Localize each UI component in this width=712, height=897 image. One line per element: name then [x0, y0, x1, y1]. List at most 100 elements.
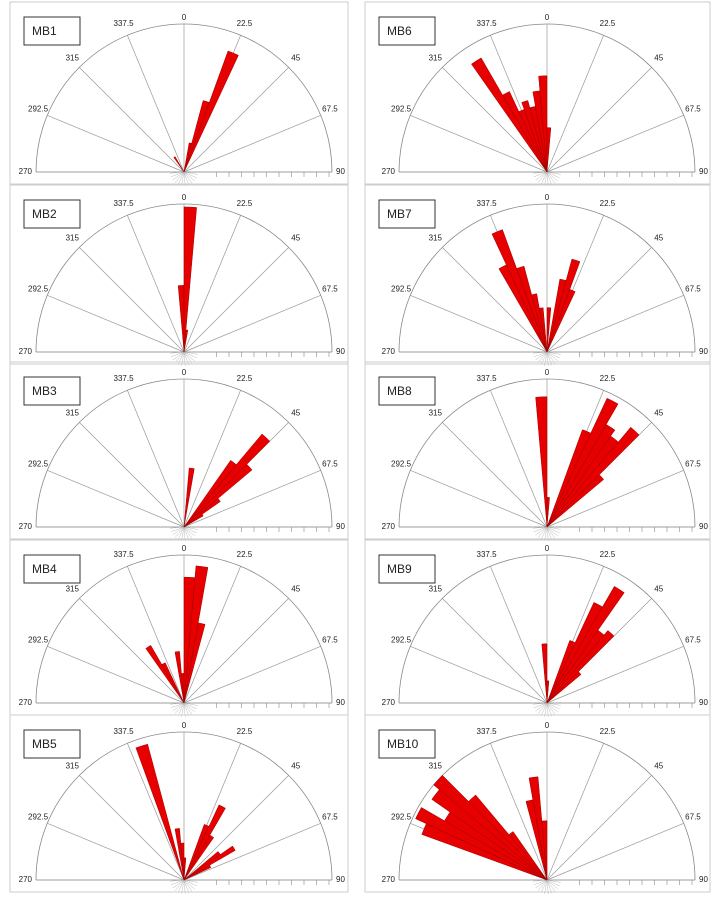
spoke [183, 215, 241, 353]
title-box [23, 199, 81, 229]
spoke [183, 247, 289, 353]
wedge [546, 586, 625, 704]
wedge [161, 662, 185, 704]
wedge [183, 857, 187, 881]
angle-label: 315 [66, 584, 80, 593]
angle-label: 270 [19, 347, 33, 356]
lower-ray [546, 171, 553, 186]
lower-ray [172, 879, 185, 889]
wedge [539, 307, 548, 353]
angle-label: 315 [66, 53, 80, 62]
lower-ray [546, 171, 556, 184]
wedge [183, 845, 236, 881]
wedge [516, 265, 548, 353]
rose-panel: 0 22.5 45 67.5 90 270 292.5 315 337.5 MB7 [364, 184, 711, 366]
lower-ray [183, 351, 186, 366]
lower-ray [546, 879, 561, 883]
spoke [410, 295, 548, 353]
lower-ray [546, 351, 561, 355]
lower-ray [546, 351, 560, 359]
wedge [546, 127, 552, 173]
angle-label: 67.5 [322, 105, 338, 114]
lower-ray [535, 879, 548, 889]
lower-ray [183, 171, 193, 184]
spoke [183, 390, 241, 528]
wedge [546, 474, 605, 528]
panel-title: MB4 [32, 562, 57, 576]
lower-ray [537, 879, 548, 891]
lower-ray [546, 351, 558, 362]
angle-label: 292.5 [391, 460, 412, 469]
wedge [183, 329, 189, 353]
angle-label: 315 [429, 584, 443, 593]
lower-ray [546, 879, 560, 887]
wedge [183, 433, 271, 528]
angle-label: 270 [19, 522, 33, 531]
angle-label: 337.5 [114, 374, 135, 383]
panel-title: MB2 [32, 207, 57, 221]
angle-label: 67.5 [685, 285, 701, 294]
lower-ray [183, 171, 190, 186]
lower-ray [183, 171, 198, 175]
spoke [127, 566, 185, 704]
angle-label: 337.5 [477, 374, 498, 383]
lower-ray [170, 526, 185, 533]
wedge [541, 643, 548, 704]
wedge [528, 776, 548, 881]
angle-label: 270 [382, 167, 396, 176]
angle-label: 45 [654, 53, 663, 62]
angle-label: 67.5 [322, 813, 338, 822]
rose-panel: 0 22.5 45 67.5 90 270 292.5 315 337.5 MB9 [364, 539, 711, 717]
lower-ray [533, 526, 548, 533]
angle-label: 22.5 [237, 19, 253, 28]
lower-ray [546, 879, 558, 890]
panel-title: MB10 [387, 737, 419, 751]
lower-ray [546, 526, 561, 530]
wedge [546, 629, 605, 704]
lower-ray [546, 879, 556, 892]
angle-label: 315 [429, 408, 443, 417]
spoke [183, 67, 289, 173]
lower-ray [546, 526, 549, 541]
lower-ray [535, 702, 548, 712]
angle-label: 22.5 [600, 19, 616, 28]
lower-ray [177, 171, 185, 185]
lower-ray [544, 702, 548, 717]
lower-ray [546, 526, 553, 541]
lower-ray [546, 702, 558, 713]
angle-label: 22.5 [237, 550, 253, 559]
wedge [546, 307, 552, 353]
lower-ray [181, 702, 185, 717]
title-box [378, 554, 436, 584]
lower-ray [181, 171, 185, 186]
wedge [433, 774, 548, 881]
lower-ray [546, 702, 553, 717]
lower-ray [174, 879, 185, 891]
angle-label: 0 [182, 368, 187, 377]
panel-title: MB5 [32, 737, 57, 751]
lower-ray [174, 171, 185, 183]
angle-label: 292.5 [391, 105, 412, 114]
panel-border [9, 184, 349, 365]
angle-label: 0 [182, 721, 187, 730]
wedge [173, 156, 185, 173]
spoke [79, 247, 185, 353]
spoke [47, 295, 185, 353]
panel-border [364, 1, 711, 185]
wedge [546, 289, 576, 353]
angle-label: 337.5 [114, 19, 135, 28]
lower-ray [183, 526, 190, 541]
angle-label: 45 [291, 53, 300, 62]
wedge [546, 630, 615, 704]
title-box [378, 376, 436, 406]
angle-label: 292.5 [391, 813, 412, 822]
angle-label: 67.5 [322, 636, 338, 645]
angle-label: 45 [654, 584, 663, 593]
angle-label: 22.5 [600, 550, 616, 559]
rose-panel: 0 22.5 45 67.5 90 270 292.5 315 337.5 MB1 [9, 1, 349, 186]
angle-label: 337.5 [477, 727, 498, 736]
angle-label: 337.5 [114, 199, 135, 208]
lower-ray [181, 879, 185, 894]
spoke [183, 775, 289, 881]
rose-panel: 0 22.5 45 67.5 90 270 292.5 315 337.5 MB3 [9, 361, 349, 541]
